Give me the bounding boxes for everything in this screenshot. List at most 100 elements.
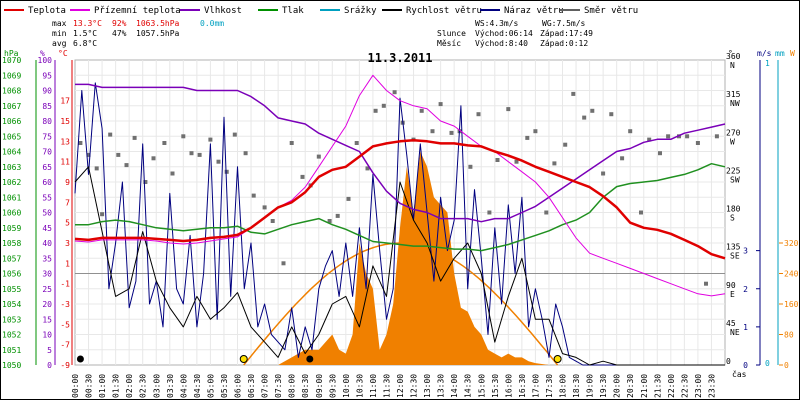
hpa-tick: 1059 <box>2 224 21 233</box>
time-tick: 20:30 <box>626 374 635 398</box>
direction-tick: 45 <box>726 319 736 328</box>
stat-temp: 13.3°C <box>73 19 102 28</box>
time-tick: 16:30 <box>518 374 527 398</box>
hpa-tick: 1069 <box>2 71 21 80</box>
wind-direction-point <box>94 166 99 171</box>
pct-tick: 75 <box>42 132 52 141</box>
wind-gust-line <box>74 82 725 366</box>
time-tick: 09:00 <box>315 374 324 398</box>
wind-direction-point <box>695 141 700 145</box>
time-tick: 18:30 <box>572 374 581 398</box>
wind-direction-point <box>438 102 443 107</box>
pct-tick: 5 <box>47 346 52 355</box>
legend-label: Teplota <box>28 6 66 16</box>
ms-tick: 3 <box>743 247 748 256</box>
wind-direction-point <box>525 135 530 140</box>
hpa-tick: 1052 <box>2 331 21 340</box>
time-axis-label: čas <box>732 369 747 379</box>
moonset-marker <box>76 355 84 363</box>
stat-rain: 0.0mm <box>200 19 224 28</box>
time-tick: 07:00 <box>261 374 270 398</box>
direction-tick: 180 <box>726 205 741 214</box>
time-tick: 15:00 <box>477 374 486 398</box>
celsius-tick: 11 <box>60 158 70 167</box>
wind-direction-point <box>224 169 229 174</box>
wind-direction-point <box>86 152 91 157</box>
hpa-tick: 1068 <box>2 87 21 96</box>
w-tick: 240 <box>784 270 799 279</box>
wind-direction-point <box>419 108 424 113</box>
wind-direction-point <box>143 180 148 184</box>
sunrise-time: Východ:06:14 <box>475 29 533 38</box>
mm-tick: 0 <box>765 359 770 368</box>
time-tick: 11:30 <box>382 374 391 398</box>
direction-axis-label: ° <box>728 49 733 58</box>
pct-tick: 95 <box>42 71 52 80</box>
celsius-tick: 1 <box>65 259 70 268</box>
wind-direction-point <box>373 108 378 113</box>
time-tick: 11:00 <box>369 374 378 398</box>
sunset-marker <box>553 355 562 363</box>
wind-direction-point <box>628 129 633 134</box>
wind-direction-point <box>170 171 175 176</box>
wind-direction-point <box>262 205 267 210</box>
direction-tick: 360 <box>726 52 741 61</box>
stat-wind-speed: WS:4.3m/s <box>475 19 519 28</box>
wind-direction-point <box>381 103 386 108</box>
wind-direction-point <box>495 158 500 162</box>
direction-tick: 135 <box>726 243 741 252</box>
time-tick: 00:00 <box>71 374 80 398</box>
time-tick: 04:00 <box>179 374 188 398</box>
time-tick: 18:00 <box>559 374 568 398</box>
wind-direction-point <box>327 219 332 223</box>
pct-axis-label: % <box>40 49 45 58</box>
wind-direction-point <box>216 159 221 164</box>
wind-direction-point <box>552 161 557 166</box>
hpa-tick: 1063 <box>2 163 21 172</box>
time-tick: 03:00 <box>152 374 161 398</box>
wind-direction-point <box>189 151 194 156</box>
w-tick: 160 <box>784 300 799 309</box>
w-axis-label: W <box>790 49 795 58</box>
stat-label: min <box>52 29 67 38</box>
wind-direction-point <box>100 212 105 217</box>
wind-direction-point <box>124 163 129 168</box>
celsius-tick: 7 <box>65 198 70 207</box>
wind-direction-point <box>78 141 83 145</box>
hpa-tick: 1053 <box>2 315 21 324</box>
temperature-line <box>74 139 726 260</box>
wind-direction-point <box>151 156 156 161</box>
time-tick: 06:30 <box>247 374 256 398</box>
time-tick: 04:30 <box>193 374 202 398</box>
time-tick: 08:30 <box>301 374 310 398</box>
hpa-axis-label: hPa <box>4 49 19 58</box>
time-tick: 16:00 <box>504 374 513 398</box>
hpa-tick: 1067 <box>2 102 21 111</box>
legend-label: Přízemní teplota <box>94 6 181 16</box>
wind-direction-point <box>563 142 568 147</box>
celsius-tick: 13 <box>60 137 70 146</box>
hpa-tick: 1065 <box>2 132 21 141</box>
direction-tick: 315 <box>726 90 741 99</box>
wind-direction-point <box>647 137 652 142</box>
wind-direction-point <box>354 141 359 145</box>
time-tick: 02:00 <box>125 374 134 398</box>
wind-direction-point <box>476 112 481 117</box>
celsius-tick: -9 <box>60 361 70 370</box>
direction-tick: 0 <box>726 357 731 366</box>
wind-speed-line <box>74 166 725 366</box>
w-tick: 320 <box>784 239 799 248</box>
stat-label: avg <box>52 39 67 48</box>
sunrise-marker <box>239 355 248 363</box>
time-tick: 01:30 <box>112 374 121 398</box>
celsius-tick: -5 <box>60 320 70 329</box>
wind-direction-point <box>281 261 286 266</box>
mm-tick: 1 <box>765 59 770 68</box>
time-tick: 06:00 <box>234 374 243 398</box>
sun-elevation-curve <box>243 242 559 366</box>
direction-tick-label: N <box>730 61 735 70</box>
pct-tick: 50 <box>42 209 52 218</box>
wind-direction-point <box>346 196 351 201</box>
time-tick: 13:30 <box>437 374 446 398</box>
